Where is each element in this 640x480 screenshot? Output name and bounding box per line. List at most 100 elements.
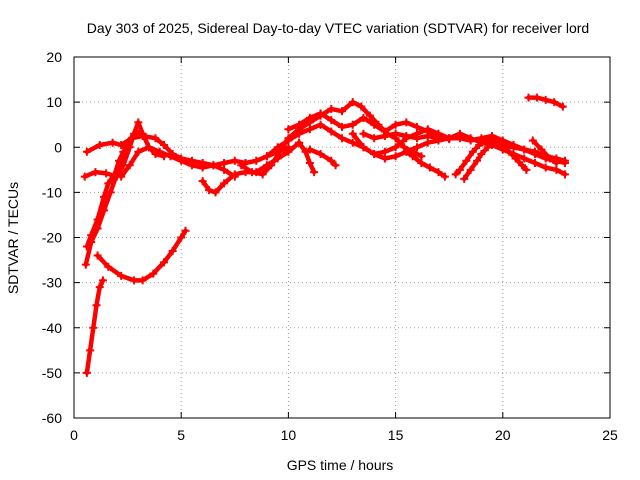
data-point: [305, 113, 314, 122]
data-point: [558, 102, 567, 111]
series-arc-12: [305, 145, 340, 170]
data-point: [541, 95, 550, 104]
data-point: [134, 147, 143, 156]
data-point: [462, 156, 471, 165]
series-line: [296, 140, 317, 175]
data-point: [475, 140, 484, 149]
x-tick-label: 5: [177, 427, 185, 443]
data-point: [455, 129, 464, 138]
data-point: [92, 301, 101, 310]
data-point: [524, 93, 533, 102]
data-point: [209, 161, 218, 170]
series-line: [84, 149, 126, 249]
data-point: [82, 242, 91, 251]
data-point: [301, 147, 310, 156]
data-point: [138, 131, 147, 140]
data-point: [117, 271, 126, 280]
data-point: [305, 145, 314, 154]
x-tick-label: 20: [495, 427, 511, 443]
data-point: [370, 150, 379, 159]
data-point: [413, 122, 422, 131]
series-arc-7: [117, 143, 239, 181]
data-point: [80, 172, 89, 181]
y-tick-label: 0: [54, 139, 62, 155]
series-arc-22: [477, 136, 569, 165]
data-point: [380, 147, 389, 156]
y-tick-label: 10: [46, 94, 62, 110]
data-point: [181, 226, 190, 235]
data-point: [408, 152, 417, 161]
data-point: [305, 159, 314, 168]
series-layer: [80, 93, 569, 377]
data-point: [451, 170, 460, 179]
data-point: [145, 143, 154, 152]
data-point: [230, 156, 239, 165]
data-point: [338, 134, 346, 143]
data-point: [423, 131, 432, 140]
data-point: [82, 368, 91, 377]
data-point: [237, 161, 246, 170]
data-point: [108, 138, 117, 147]
data-point: [262, 152, 271, 161]
data-point: [104, 179, 113, 188]
data-point: [460, 174, 469, 183]
data-point: [93, 251, 102, 260]
data-point: [295, 138, 304, 147]
data-point: [327, 156, 336, 165]
data-point: [310, 168, 319, 177]
data-point: [327, 104, 336, 113]
data-point: [138, 276, 147, 285]
y-tick-label: 20: [46, 49, 62, 65]
series-line: [84, 278, 106, 376]
data-point: [348, 129, 357, 138]
series-arc-1: [82, 276, 107, 377]
data-point: [541, 152, 550, 161]
data-point: [211, 188, 220, 197]
data-point: [348, 138, 357, 147]
data-point: [417, 152, 426, 161]
data-point: [273, 143, 282, 152]
data-point: [391, 143, 400, 152]
data-point: [125, 161, 134, 170]
series-arc-21: [359, 129, 454, 144]
data-point: [402, 118, 411, 127]
data-point: [552, 154, 561, 163]
data-point: [230, 170, 239, 179]
data-point: [166, 152, 175, 161]
data-point: [552, 165, 561, 174]
data-point: [348, 98, 357, 107]
y-tick-label: -40: [42, 320, 62, 336]
data-point: [95, 283, 104, 292]
data-point: [466, 134, 475, 143]
data-point: [370, 120, 379, 129]
x-tick-label: 15: [388, 427, 404, 443]
data-point: [509, 143, 518, 152]
data-point: [205, 186, 214, 195]
series-line: [83, 131, 141, 267]
data-point: [520, 145, 529, 154]
data-point: [380, 131, 389, 140]
data-point: [127, 134, 136, 143]
data-point: [533, 93, 542, 102]
data-point: [102, 169, 111, 178]
data-point: [316, 120, 325, 129]
data-point: [275, 147, 284, 156]
data-point: [530, 159, 539, 168]
data-point: [473, 156, 482, 165]
data-point: [134, 118, 143, 127]
y-tick-label: -50: [42, 365, 62, 381]
series-arc-17: [460, 143, 492, 183]
data-point: [391, 120, 400, 129]
data-point: [316, 109, 325, 118]
data-point: [247, 168, 256, 177]
data-point: [117, 140, 126, 149]
data-point: [125, 143, 134, 152]
data-point: [505, 147, 514, 156]
y-tick-label: -30: [42, 275, 62, 291]
data-point: [455, 165, 464, 174]
data-point: [267, 161, 276, 170]
data-point: [82, 147, 91, 156]
data-point: [327, 116, 336, 125]
data-point: [425, 163, 434, 172]
